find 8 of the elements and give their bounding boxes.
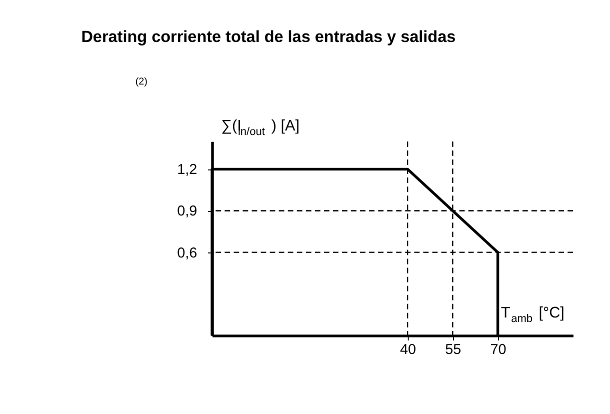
text: (2) xyxy=(135,76,148,88)
x-tick-label: 40 xyxy=(400,342,416,358)
y-tick-label: 0,9 xyxy=(177,204,198,220)
y-tick-label: 1,2 xyxy=(177,162,198,178)
x-tick-label: 70 xyxy=(490,342,506,358)
y-tick-label: 0,6 xyxy=(177,245,198,262)
chart-title: Derating corriente total de las entradas y salidas xyxy=(81,28,456,46)
x-tick-label: 55 xyxy=(445,342,462,358)
